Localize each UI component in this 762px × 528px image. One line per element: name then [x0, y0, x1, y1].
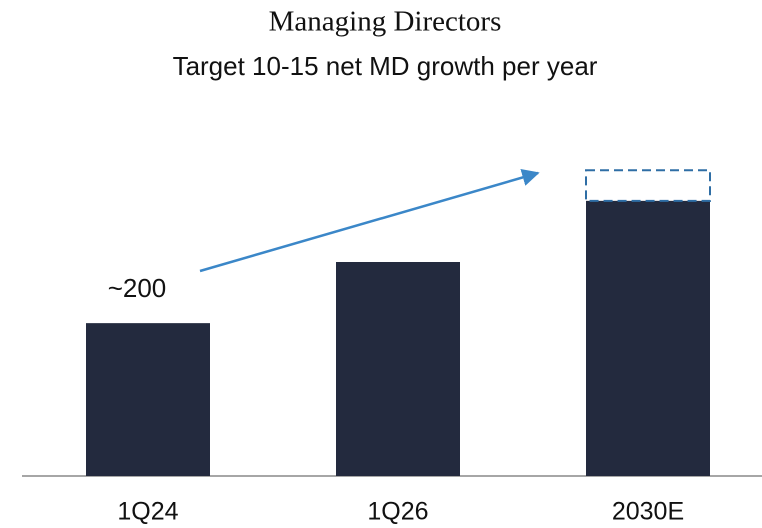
chart-subtitle: Target 10-15 net MD growth per year	[173, 51, 598, 81]
value-label: ~200	[108, 273, 167, 303]
target-range	[585, 169, 711, 202]
growth-arrow	[199, 168, 540, 273]
x-tick-label: 1Q24	[117, 498, 178, 526]
bar	[586, 200, 710, 476]
chart-title: Managing Directors	[269, 6, 502, 38]
bar	[336, 262, 460, 476]
x-tick-label: 1Q26	[367, 498, 428, 526]
x-tick-label: 2030E	[612, 498, 684, 526]
bar	[86, 323, 210, 476]
